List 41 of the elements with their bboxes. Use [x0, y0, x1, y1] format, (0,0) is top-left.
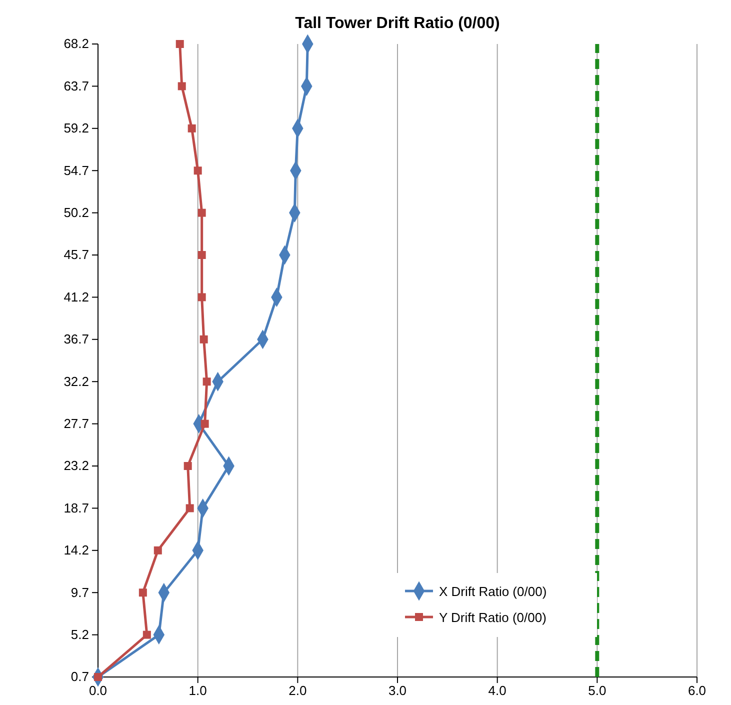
point — [184, 462, 192, 470]
y-tick-label: 36.7 — [64, 332, 89, 347]
point — [138, 588, 147, 597]
point — [188, 124, 196, 132]
point — [186, 504, 194, 512]
y-tick-label: 5.2 — [70, 626, 89, 642]
point — [200, 420, 209, 428]
chart-title: Tall Tower Drift Ratio (0/00) — [295, 15, 500, 32]
x-tick-label: 2.0 — [288, 683, 307, 698]
point — [198, 208, 206, 217]
point — [198, 293, 206, 302]
point — [176, 40, 184, 48]
y-tick-label: 32.2 — [64, 374, 89, 389]
y-tick-label: 41.2 — [64, 289, 89, 304]
point — [194, 166, 202, 175]
y-tick-label: 68.2 — [64, 36, 89, 52]
point — [200, 335, 208, 344]
x-tick-label: 1.0 — [188, 683, 207, 698]
x-tick-label: 5.0 — [588, 683, 606, 698]
x-tick-label: 6.0 — [688, 683, 706, 698]
point — [198, 251, 206, 259]
y-tick-label: 54.7 — [64, 162, 89, 178]
legend-label: X Drift Ratio (0/00) — [439, 584, 547, 599]
y-tick-label: 45.7 — [64, 247, 89, 262]
legend-label: Y Drift Ratio (0/00) — [439, 610, 546, 625]
point — [178, 82, 186, 90]
y-tick-label: 23.2 — [64, 458, 89, 474]
x-tick-label: 0.0 — [88, 683, 108, 698]
y-tick-label: 0.7 — [70, 669, 89, 684]
y-tick-label: 63.7 — [64, 78, 89, 94]
y-tick-label: 50.2 — [64, 204, 89, 220]
x-tick-label: 3.0 — [388, 683, 407, 698]
y-tick-label: 14.2 — [64, 542, 89, 558]
point — [154, 546, 162, 554]
y-tick-label: 59.2 — [64, 120, 89, 136]
point — [142, 630, 151, 639]
y-tick-label: 18.7 — [64, 500, 89, 516]
y-tick-label: 27.7 — [64, 416, 89, 431]
point — [202, 378, 211, 386]
y-tick-label: 9.7 — [70, 584, 89, 600]
x-tick-label: 4.0 — [488, 683, 506, 698]
